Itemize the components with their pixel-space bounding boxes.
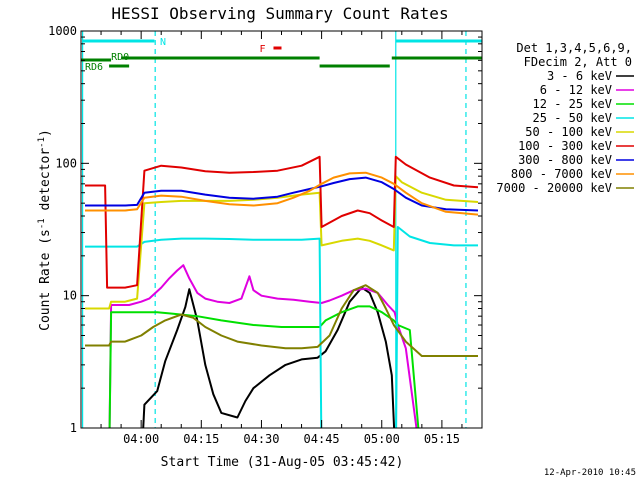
x-tick-label: 05:15 [424,432,460,446]
y-axis-label-sup1: -1 [37,218,47,229]
y-axis-label-end: ) [38,129,53,137]
x-tick-label: 05:00 [364,432,400,446]
legend-label-2: 12 - 25 keV [533,97,612,111]
x-tick-label: 04:45 [304,432,340,446]
series-line-6 [85,176,479,212]
legend-label-0: 3 - 6 keV [547,69,612,83]
y-axis-label-sup2: -1 [37,137,47,148]
x-tick-label: 04:00 [123,432,159,446]
series-line-5 [85,155,479,289]
legend-header-line2: FDecim 2, Att 0 [524,55,632,69]
y-tick-label: 1000 [48,24,77,38]
series-line-0 [142,286,396,428]
series-line-2 [108,305,420,428]
series-line-1 [108,264,418,428]
x-tick-label: 04:30 [243,432,279,446]
flag-label-rd0: RD0 [111,52,129,63]
axis-layer: 1 10 100 1000 04:00 04:15 04:30 04:45 05:00 05:15 [48,24,483,446]
legend: Det 1,3,4,5,6,9, FDecim 2, Att 0 3 - 6 k… [496,41,634,195]
flag-label-f: F [259,44,265,55]
legend-label-7: 800 - 7000 keV [511,167,612,181]
legend-label-8: 7000 - 20000 keV [496,181,612,195]
legend-label-3: 25 - 50 keV [533,111,612,125]
series-line-7 [85,171,479,216]
x-tick-label: 04:15 [183,432,219,446]
y-axis-label-mid: detector [38,148,53,219]
flag-label-n: N [160,37,166,48]
footer-date: 12-Apr-2010 10:45 [544,468,636,478]
observing-flags: N F RD0 RD6 [81,37,482,73]
y-tick-label: 10 [63,289,77,303]
legend-label-6: 300 - 800 keV [518,153,612,167]
legend-label-4: 50 - 100 keV [525,125,612,139]
y-axis-label-main: Count Rate (s [38,229,53,331]
y-tick-label: 1 [70,421,77,435]
series-line-3 [85,226,478,428]
flag-label-rd6: RD6 [85,62,103,73]
legend-header-line1: Det 1,3,4,5,6,9, [516,41,632,55]
legend-label-5: 100 - 300 keV [518,139,612,153]
y-axis-label: Count Rate (s-1 detector-1) [37,129,53,331]
series-layer [85,155,479,428]
legend-label-1: 6 - 12 keV [540,83,612,97]
x-axis-label: Start Time (31-Aug-05 03:45:42) [161,455,404,470]
chart-title: HESSI Observing Summary Count Rates [111,4,448,23]
series-line-8 [85,284,478,357]
y-tick-label: 100 [55,156,77,170]
